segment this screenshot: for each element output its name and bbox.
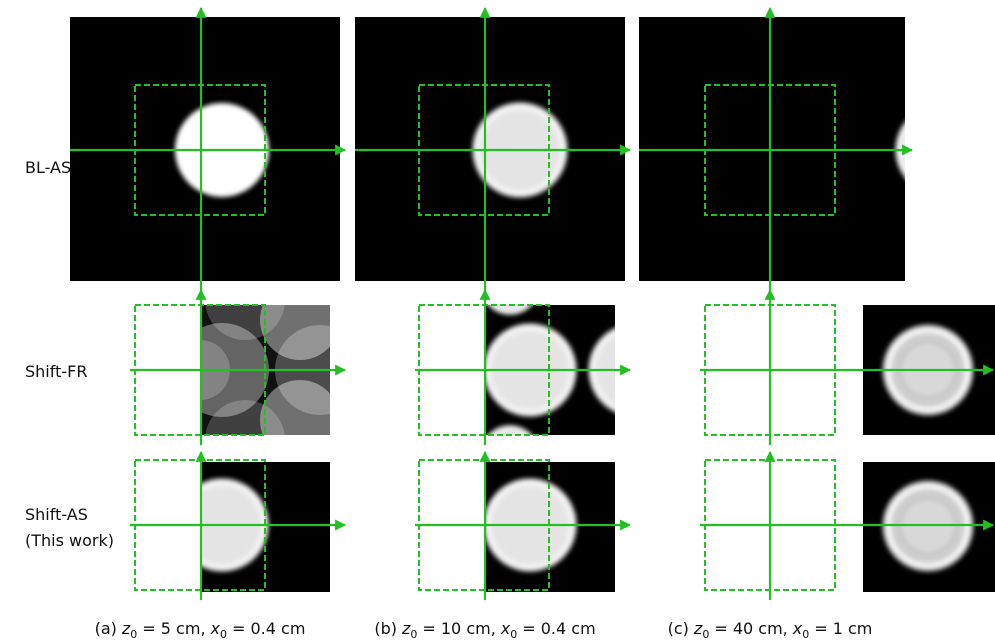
caption-part: x — [500, 619, 511, 638]
caption-part: (b) — [374, 619, 397, 638]
captions: (a)z0= 5 cm,x0= 0.4 cm(b)z0= 10 cm,x0= 0… — [95, 619, 873, 641]
caption-part: = 10 cm, — [422, 619, 495, 638]
caption-part: 0 — [410, 628, 417, 641]
caption: (c)z0= 40 cm,x0= 1 cm — [668, 619, 873, 641]
row-shift-as — [175, 462, 995, 592]
caption: (a)z0= 5 cm,x0= 0.4 cm — [95, 619, 306, 641]
row-label: Shift-FR — [25, 362, 87, 381]
caption-part: = 1 cm — [814, 619, 872, 638]
row-label: Shift-AS — [25, 505, 88, 524]
caption-part: (a) — [95, 619, 117, 638]
row-note: (This work) — [25, 531, 114, 550]
caption-part: (c) — [668, 619, 689, 638]
figure: BL-AS Shift-FR Shift-AS (This work) (a)z… — [0, 0, 995, 643]
caption-part: 0 — [510, 628, 517, 641]
row-label: BL-AS — [25, 158, 71, 177]
caption-part: = 0.4 cm — [232, 619, 305, 638]
caption-part: = 5 cm, — [142, 619, 205, 638]
caption-part: 0 — [802, 628, 809, 641]
caption-part: 0 — [220, 628, 227, 641]
caption-part: 0 — [702, 628, 709, 641]
caption-part: = 0.4 cm — [522, 619, 595, 638]
caption-part: 0 — [130, 628, 137, 641]
caption: (b)z0= 10 cm,x0= 0.4 cm — [374, 619, 595, 641]
caption-part: = 40 cm, — [714, 619, 787, 638]
caption-part: x — [210, 619, 221, 638]
caption-part: x — [792, 619, 803, 638]
page: {"rows": [ {"label": "BL-AS"}, {"label":… — [0, 0, 995, 643]
